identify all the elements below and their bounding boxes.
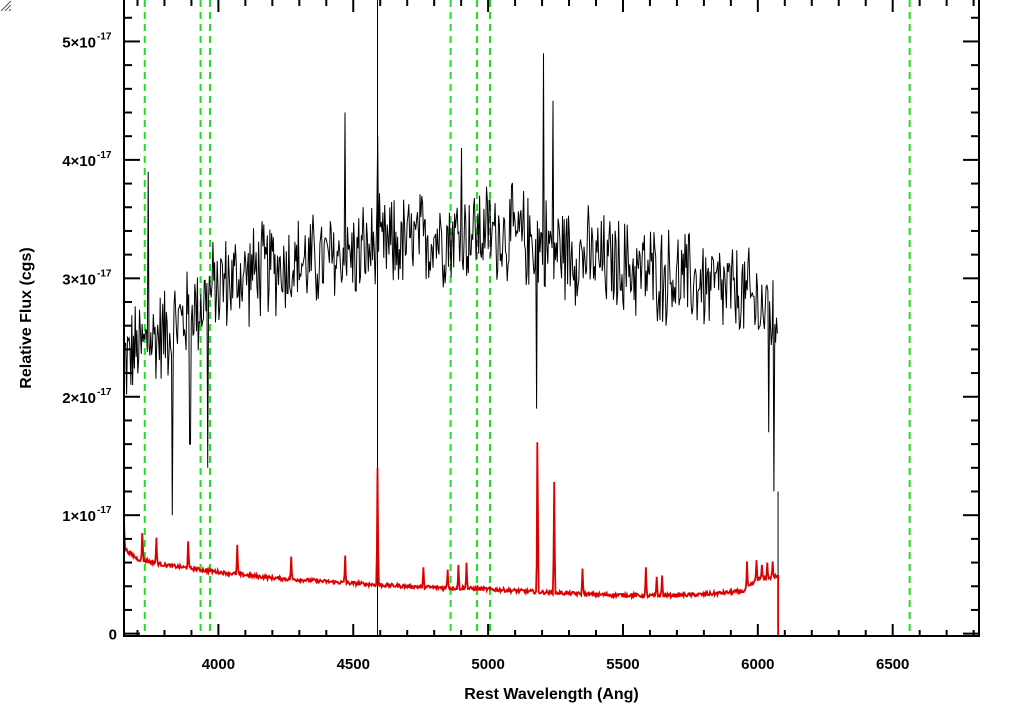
y-tick-label: 5×10 bbox=[62, 34, 96, 51]
x-axis-label: Rest Wavelength (Ang) bbox=[464, 686, 639, 703]
y-tick-exponent: -17 bbox=[97, 268, 112, 279]
ticks-layer bbox=[124, 0, 979, 636]
plot-frame bbox=[123, 0, 980, 637]
x-tick-label: 5000 bbox=[471, 656, 504, 673]
series-layer bbox=[124, 0, 979, 636]
x-tick-label: 6000 bbox=[741, 656, 774, 673]
y-tick-label: 0 bbox=[109, 627, 117, 644]
y-axis-label: Relative Flux (cgs) bbox=[18, 247, 35, 388]
y-tick-label: 1×10 bbox=[62, 508, 96, 525]
x-tick-label: 5500 bbox=[606, 656, 639, 673]
y-tick-label: 3×10 bbox=[62, 271, 96, 288]
y-tick-exponent: -17 bbox=[97, 31, 112, 42]
resize-grip-icon[interactable] bbox=[0, 0, 12, 12]
y-tick-label: 4×10 bbox=[62, 153, 96, 170]
x-tick-label: 4000 bbox=[202, 656, 235, 673]
x-tick-labels: 4000 4500 5000 5500 6000 6500 bbox=[202, 656, 910, 673]
reference-lines bbox=[143, 0, 911, 636]
y-tick-label: 2×10 bbox=[62, 390, 96, 407]
error-spectrum-line bbox=[124, 442, 979, 636]
y-tick-exponent: -17 bbox=[97, 387, 112, 398]
y-tick-exponent: -17 bbox=[97, 150, 112, 161]
y-tick-labels: 01×10 -172×10 -173×10 -174×10 -175×10 -17 bbox=[62, 31, 117, 643]
y-tick-exponent: -17 bbox=[97, 505, 112, 516]
x-tick-label: 6500 bbox=[876, 656, 909, 673]
x-tick-label: 4500 bbox=[337, 656, 370, 673]
observed-spectrum-line bbox=[124, 53, 778, 516]
